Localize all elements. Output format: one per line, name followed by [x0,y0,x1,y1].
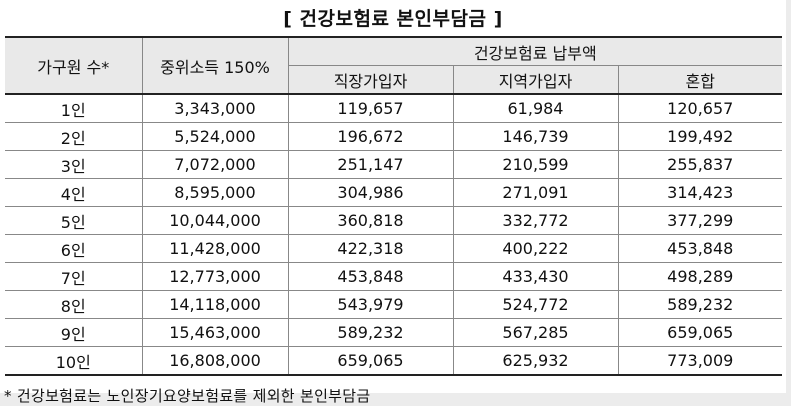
table-row: 9인 15,463,000 589,232 567,285 659,065 [5,318,783,347]
footnote: * 건강보험료는 노인장기요양보험료를 제외한 본인부담금 [4,387,371,405]
cell-household: 5인 [5,206,143,235]
cell-household: 10인 [5,346,143,376]
cell-regional: 524,772 [452,290,619,319]
cell-median-income: 5,524,000 [141,122,289,151]
cell-regional: 271,091 [452,178,619,207]
cell-regional: 433,430 [452,262,619,291]
header-median-income: 중위소득 150% [141,36,289,95]
cell-workplace: 543,979 [287,290,454,319]
cell-median-income: 3,343,000 [141,93,289,123]
table-row: 10인 16,808,000 659,065 625,932 773,009 [5,346,783,376]
cell-regional: 567,285 [452,318,619,347]
table-row: 2인 5,524,000 196,672 146,739 199,492 [5,122,783,151]
header-household: 가구원 수* [5,36,143,95]
cell-workplace: 196,672 [287,122,454,151]
cell-median-income: 15,463,000 [141,318,289,347]
table-row: 6인 11,428,000 422,318 400,222 453,848 [5,234,783,263]
cell-mixed: 199,492 [617,122,783,151]
cell-mixed: 453,848 [617,234,783,263]
table-row: 1인 3,343,000 119,657 61,984 120,657 [5,93,783,123]
table-row: 5인 10,044,000 360,818 332,772 377,299 [5,206,783,235]
table-row: 4인 8,595,000 304,986 271,091 314,423 [5,178,783,207]
cell-regional: 332,772 [452,206,619,235]
cell-median-income: 16,808,000 [141,346,289,376]
cell-regional: 210,599 [452,150,619,179]
cell-mixed: 120,657 [617,93,783,123]
cell-median-income: 11,428,000 [141,234,289,263]
cell-mixed: 255,837 [617,150,783,179]
cell-household: 6인 [5,234,143,263]
cell-workplace: 422,318 [287,234,454,263]
premium-table: 가구원 수* 중위소득 150% 건강보험료 납부액 직장가입자 지역가입자 혼… [5,36,783,376]
cell-median-income: 10,044,000 [141,206,289,235]
cell-workplace: 119,657 [287,93,454,123]
header-regional: 지역가입자 [452,65,619,95]
cell-median-income: 7,072,000 [141,150,289,179]
cell-regional: 146,739 [452,122,619,151]
cell-regional: 400,222 [452,234,619,263]
cell-household: 4인 [5,178,143,207]
cell-workplace: 360,818 [287,206,454,235]
document-frame: [ 건강보험료 본인부담금 ] 가구원 수* 중위소득 150% 건강보험료 납… [0,0,786,393]
cell-workplace: 304,986 [287,178,454,207]
cell-household: 9인 [5,318,143,347]
cell-regional: 625,932 [452,346,619,376]
header-workplace: 직장가입자 [288,65,454,95]
cell-household: 2인 [5,122,143,151]
cell-mixed: 498,289 [617,262,783,291]
header-mixed: 혼합 [617,65,783,95]
cell-mixed: 659,065 [617,318,783,347]
cell-workplace: 589,232 [287,318,454,347]
cell-median-income: 14,118,000 [141,290,289,319]
table-row: 8인 14,118,000 543,979 524,772 589,232 [5,290,783,319]
cell-household: 7인 [5,262,143,291]
cell-regional: 61,984 [452,93,619,123]
cell-workplace: 453,848 [287,262,454,291]
cell-mixed: 589,232 [617,290,783,319]
cell-workplace: 659,065 [287,346,454,376]
cell-mixed: 377,299 [617,206,783,235]
cell-household: 1인 [5,93,143,123]
table-title: [ 건강보험료 본인부담금 ] [283,8,503,30]
cell-household: 8인 [5,290,143,319]
cell-mixed: 773,009 [617,346,783,376]
table-row: 3인 7,072,000 251,147 210,599 255,837 [5,150,783,179]
header-premium-group: 건강보험료 납부액 [287,36,783,66]
cell-workplace: 251,147 [287,150,454,179]
cell-mixed: 314,423 [617,178,783,207]
table-row: 7인 12,773,000 453,848 433,430 498,289 [5,262,783,291]
cell-household: 3인 [5,150,143,179]
cell-median-income: 12,773,000 [141,262,289,291]
cell-median-income: 8,595,000 [141,178,289,207]
